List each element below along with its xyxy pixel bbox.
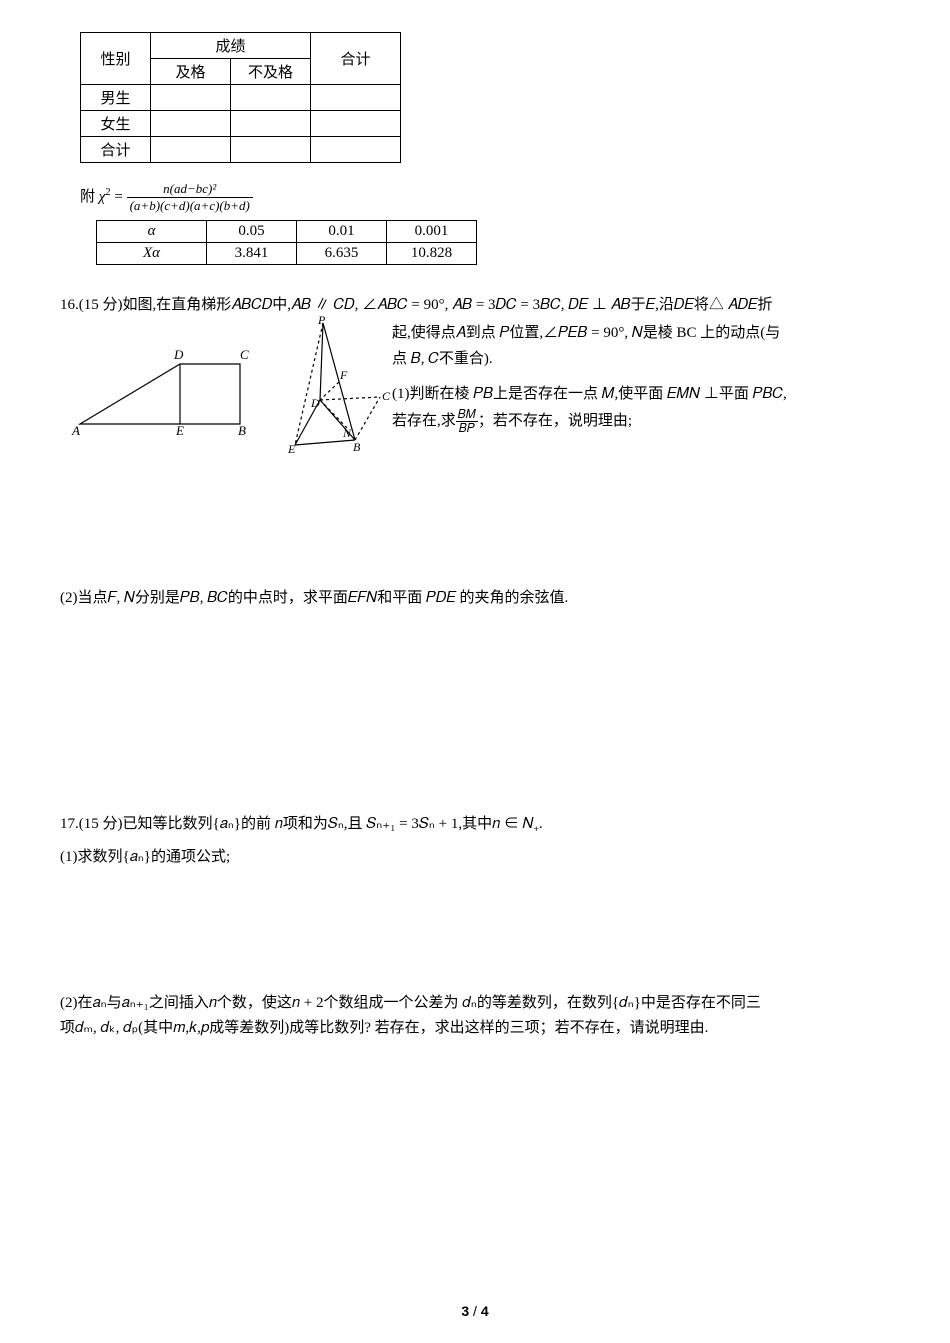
chi-square-table: α 0.05 0.01 0.001 Xα 3.841 6.635 10.828 — [96, 220, 477, 265]
label-N: N — [342, 426, 352, 440]
formula-numerator: n(ad−bc)² — [127, 181, 253, 198]
p16-ratio-num: 𝐵𝑀 — [456, 408, 478, 422]
header-gender: 性别 — [81, 33, 151, 85]
row-female: 女生 — [81, 111, 151, 137]
t2-r2c4: 10.828 — [387, 243, 477, 265]
label-A: A — [71, 423, 80, 438]
t2-r1c1: α — [97, 221, 207, 243]
problem-17-q2a: (2)在𝑎ₙ与𝑎ₙ₊₁之间插入𝑛个数，使这𝑛 + 2个数组成一个公差为 𝑑ₙ的等… — [60, 991, 890, 1017]
problem-17-q2b: 项𝑑ₘ, 𝑑ₖ, 𝑑ₚ(其中𝑚,𝑘,𝑝成等差数列)成等比数列? 若存在，求出这样… — [60, 1016, 890, 1042]
label-E2: E — [287, 442, 296, 455]
label-B: B — [238, 423, 246, 438]
row-male: 男生 — [81, 85, 151, 111]
t2-r1c2: 0.05 — [207, 221, 297, 243]
cell-female-pass — [151, 111, 231, 137]
problem-17-q1: (1)求数列{𝑎ₙ}的通项公式; — [60, 845, 890, 871]
row-total: 合计 — [81, 137, 151, 163]
cell-male-total — [311, 85, 401, 111]
problem-16-q2: (2)当点𝐹, 𝑁分别是𝑃𝐵, 𝐵𝐶的中点时，求平面𝐸𝐹𝑁和平面 𝑃𝐷𝐸 的夹角… — [60, 586, 890, 612]
p16-q1b-pre: 若存在,求 — [392, 413, 456, 429]
formula-eq: = — [111, 189, 127, 205]
formula-prefix: 附 — [80, 189, 99, 205]
cell-male-fail — [231, 85, 311, 111]
p16-ratio-den: 𝐵𝑃 — [456, 422, 478, 435]
cell-grand-total — [311, 137, 401, 163]
header-total: 合计 — [311, 33, 401, 85]
problem-17-header: 17.(15 分)已知等比数列{𝑎ₙ}的前 𝑛项和为𝑆ₙ,且 𝑆ₙ₊₁ = 3𝑆… — [60, 812, 890, 838]
label-E: E — [175, 423, 184, 438]
t2-r1c3: 0.01 — [297, 221, 387, 243]
t2-r2c1: Xα — [97, 243, 207, 265]
page-number: 3 — [461, 1303, 469, 1319]
cell-total-pass — [151, 137, 231, 163]
diagram-right-folded: P E B D C F N — [285, 315, 390, 455]
cell-male-pass — [151, 85, 231, 111]
p16-line2: 点 𝐵, 𝐶不重合). — [392, 347, 890, 373]
page-sep: / — [469, 1303, 481, 1319]
label-P: P — [317, 315, 326, 327]
p16-q1b-post: ；若不存在，说明理由; — [478, 413, 632, 429]
header-fail: 不及格 — [231, 59, 311, 85]
label-C2: C — [382, 389, 390, 403]
t2-r2c3: 6.635 — [297, 243, 387, 265]
page-total: 4 — [481, 1303, 489, 1319]
problem-16-header: 16.(15 分)如图,在直角梯形𝐴𝐵𝐶𝐷中,𝐴𝐵 ∥ 𝐶𝐷, ∠𝐴𝐵𝐶 = 9… — [60, 293, 890, 317]
problem-16-wrapped-text: 起,使得点𝐴到点 𝑃位置,∠𝑃𝐸𝐵 = 90°, 𝑁是棱 BC 上的动点(与 点… — [392, 321, 890, 435]
formula-denominator: (a+b)(c+d)(a+c)(b+d) — [127, 198, 253, 214]
header-score: 成绩 — [151, 33, 311, 59]
cell-female-total — [311, 111, 401, 137]
label-D: D — [173, 347, 184, 362]
t2-r1c4: 0.001 — [387, 221, 477, 243]
p16-line1: 起,使得点𝐴到点 𝑃位置,∠𝑃𝐸𝐵 = 90°, 𝑁是棱 BC 上的动点(与 — [392, 321, 890, 347]
diagram-left-trapezoid: A E B D C — [70, 339, 270, 439]
header-pass: 及格 — [151, 59, 231, 85]
cell-total-fail — [231, 137, 311, 163]
label-D2: D — [310, 396, 320, 410]
page-footer: 3 / 4 — [0, 1303, 950, 1319]
problem-16-diagram-section: A E B D C P E B — [60, 321, 890, 456]
label-B2: B — [353, 440, 361, 454]
p16-q1a: (1)判断在棱 𝑃𝐵上是否存在一点 𝑀,使平面 𝐸𝑀𝑁 ⊥平面 𝑃𝐵𝐶, — [392, 382, 890, 408]
p16-ratio: 𝐵𝑀𝐵𝑃 — [456, 408, 478, 435]
cell-female-fail — [231, 111, 311, 137]
label-F: F — [339, 368, 348, 382]
t2-r2c2: 3.841 — [207, 243, 297, 265]
formula-fraction: n(ad−bc)²(a+b)(c+d)(a+c)(b+d) — [127, 181, 253, 214]
label-C: C — [240, 347, 249, 362]
p16-q1b: 若存在,求𝐵𝑀𝐵𝑃；若不存在，说明理由; — [392, 408, 890, 435]
contingency-table: 性别 成绩 合计 及格 不及格 男生 女生 合计 — [80, 32, 401, 163]
chi-square-formula: 附 χ2 = n(ad−bc)²(a+b)(c+d)(a+c)(b+d) — [80, 181, 890, 214]
